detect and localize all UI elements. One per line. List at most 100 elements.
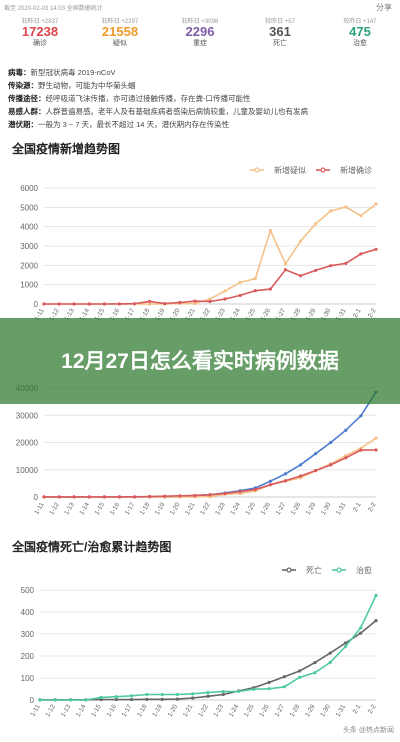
- data-point: [374, 436, 378, 440]
- share-button[interactable]: 分享: [376, 3, 392, 12]
- y-tick-label: 200: [21, 652, 35, 661]
- x-tick-label: 1-19: [151, 703, 164, 718]
- data-point: [344, 428, 348, 432]
- x-tick-label: 2-2: [367, 307, 378, 319]
- x-tick-label: 1-11: [29, 703, 42, 718]
- data-point: [329, 463, 333, 467]
- data-point: [191, 692, 195, 696]
- stat-confirmed: 较昨日 +2837 17238 确诊: [0, 16, 80, 52]
- x-tick-label: 1-24: [228, 703, 241, 718]
- series-line: [44, 203, 377, 305]
- data-point: [314, 222, 318, 226]
- data-point: [206, 690, 210, 695]
- data-point: [283, 262, 288, 266]
- data-point: [132, 495, 137, 499]
- data-point: [163, 302, 167, 306]
- legend-label: 治愈: [356, 565, 372, 575]
- stat-deaths: 较昨日 +57 361 死亡: [240, 16, 320, 52]
- x-tick-label: 1-16: [109, 501, 122, 516]
- data-point: [268, 483, 272, 487]
- data-point: [117, 302, 122, 306]
- x-tick-label: 1-26: [260, 501, 273, 516]
- info-text: 野生动物，可能为中华菊头蝠: [38, 81, 136, 90]
- x-tick-label: 1-29: [304, 703, 317, 718]
- data-point: [344, 456, 348, 460]
- data-point: [223, 491, 227, 496]
- data-point: [374, 202, 378, 206]
- info-line: 易感人群：人群普遍易感。老年人及有基础疾病者感染后病情较重，儿童及婴幼儿也有发病: [8, 105, 392, 118]
- x-tick-label: 1-31: [335, 501, 348, 516]
- x-tick-label: 1-27: [274, 703, 287, 718]
- update-time: 截至 2020-02-03 14:03 全国数据统计: [4, 6, 103, 12]
- chart-title: 全国疫情死亡/治愈累计趋势图: [12, 540, 172, 554]
- data-point: [359, 214, 363, 218]
- info-key: 传染源：: [8, 81, 38, 90]
- x-tick-label: 1-15: [90, 703, 103, 718]
- death-cure-chart: 全国疫情死亡/治愈累计趋势图 0 100 200 300 400 500 1-11 1-12 1…: [0, 534, 400, 737]
- data-point: [99, 697, 103, 702]
- data-point: [238, 280, 242, 284]
- stat-delta: 较昨日 +57: [265, 19, 295, 25]
- headline-text: 12月27日怎么看实时病例数据: [61, 349, 339, 373]
- y-tick-label: 30000: [16, 411, 39, 420]
- data-point: [328, 651, 332, 655]
- legend-marker: [336, 567, 342, 573]
- data-point: [344, 205, 348, 209]
- y-tick-label: 20000: [16, 439, 39, 448]
- death-cure-chart-svg: 0 100 200 300 400 500 1-11 1-12 1-13 1-14 1-15 1-16…: [21, 565, 378, 718]
- data-point: [283, 268, 288, 272]
- data-point: [298, 274, 303, 278]
- x-tick-label: 1-12: [44, 703, 57, 718]
- x-tick-label: 2-2: [367, 703, 378, 715]
- info-text: 人群普遍易感。老年人及有基础疾病者感染后病情较重，儿童及婴幼儿也有发病: [45, 107, 309, 116]
- stat-label: 治愈: [353, 40, 367, 47]
- y-tick-label: 3000: [20, 242, 38, 251]
- data-point: [313, 661, 317, 665]
- stat-value: 2296: [185, 24, 215, 39]
- x-tick-label: 2-1: [352, 307, 363, 319]
- data-point: [283, 479, 288, 483]
- data-point: [267, 680, 271, 684]
- data-point: [253, 289, 257, 293]
- x-tick-label: 1-20: [169, 501, 182, 516]
- data-point: [343, 641, 348, 645]
- info-line: 病毒：新型冠状病毒 2019-nCoV: [8, 66, 392, 79]
- series-line: [44, 391, 377, 498]
- data-point: [42, 302, 46, 306]
- data-point: [374, 448, 378, 452]
- data-point: [314, 452, 318, 456]
- y-tick-label: 5000: [20, 203, 38, 212]
- x-tick-label: 1-13: [63, 501, 76, 516]
- data-point: [57, 302, 61, 306]
- x-tick-label: 1-22: [197, 703, 210, 718]
- data-point: [87, 302, 91, 306]
- data-point: [145, 692, 149, 697]
- data-point: [253, 487, 257, 492]
- data-point: [191, 696, 195, 700]
- data-point: [130, 694, 134, 698]
- data-point: [343, 644, 348, 649]
- x-tick-label: 1-18: [136, 703, 149, 718]
- data-point: [206, 694, 210, 698]
- data-point: [329, 440, 333, 445]
- data-point: [328, 660, 332, 664]
- stat-cured: 较昨日 +147 475 治愈: [320, 16, 400, 52]
- data-point: [374, 247, 378, 251]
- x-tick-label: 1-28: [290, 501, 303, 516]
- x-tick-label: 1-27: [275, 501, 288, 516]
- x-tick-label: 1-15: [94, 501, 107, 516]
- info-text: 一般为 3 ~ 7 天，最长不超过 14 天，潜伏期内存在传染性: [38, 120, 230, 129]
- data-point: [160, 692, 164, 697]
- stat-label: 确诊: [33, 40, 47, 47]
- data-point: [359, 626, 363, 630]
- data-point: [99, 695, 103, 699]
- data-point: [193, 299, 197, 303]
- data-point: [193, 493, 197, 498]
- x-tick-label: 1-23: [214, 501, 227, 516]
- x-tick-label: 1-17: [121, 703, 134, 718]
- data-point: [268, 479, 272, 483]
- y-tick-label: 4000: [20, 223, 38, 232]
- data-point: [268, 228, 272, 233]
- stat-severe: 较昨日 +3098 2296 重症: [160, 16, 240, 52]
